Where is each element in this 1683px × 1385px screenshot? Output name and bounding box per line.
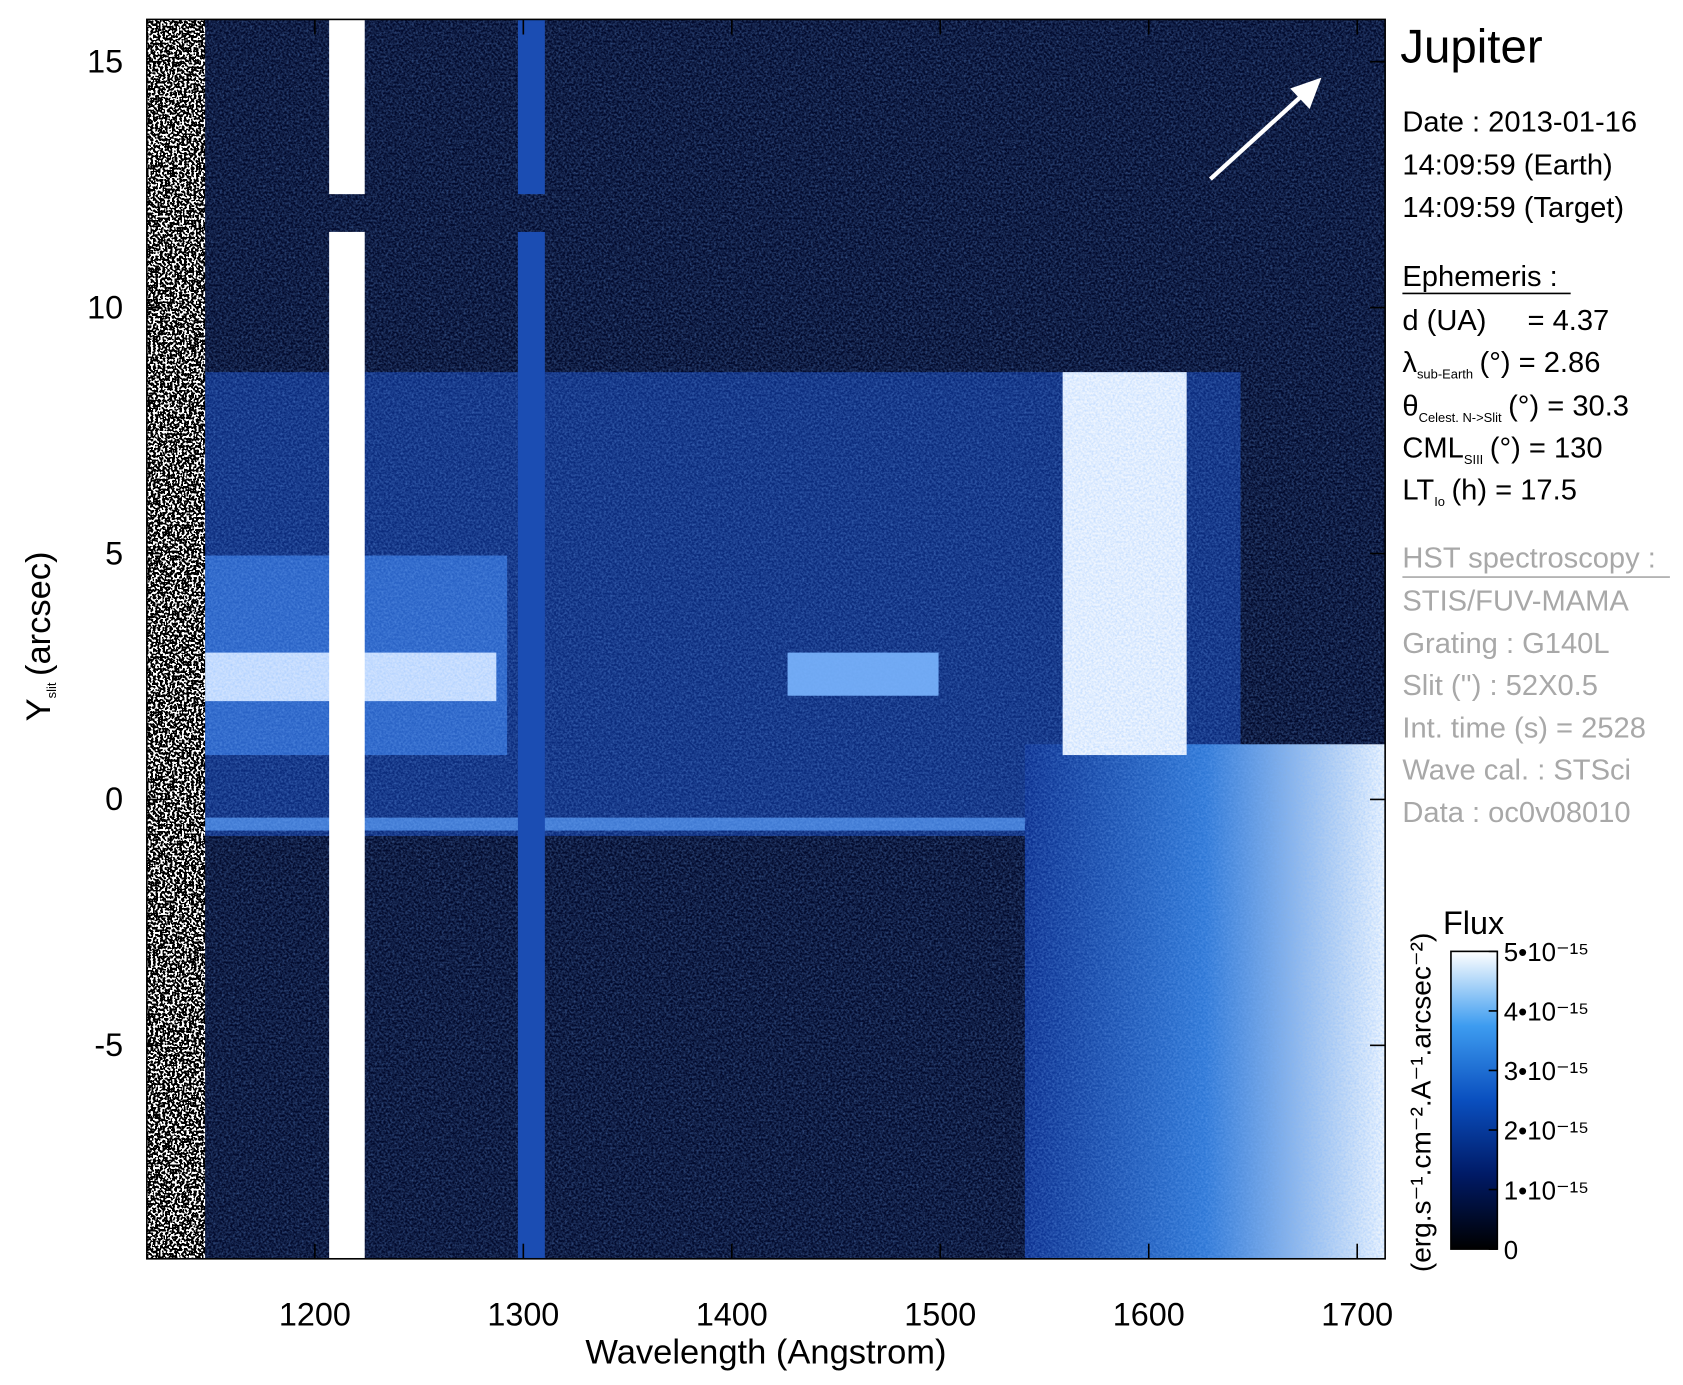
observation-row: Wave cal. : STSci [1402,755,1631,787]
row-label: θ [1402,390,1418,422]
observation-row: Slit ('') : 52X0.5 [1402,670,1598,702]
row-label: λ [1402,347,1417,379]
ephemeris-row: d (UA) = 4.37 [1402,305,1609,337]
row-value: (°) = 2.86 [1480,347,1601,379]
spectral-image [146,19,1386,1259]
observation-row: Int. time (s) = 2528 [1402,712,1646,744]
row-value: = 4.37 [1528,305,1610,337]
x-tick-label: 1300 [487,1297,559,1333]
y-tick-label: -5 [94,1027,123,1063]
colorbar [1450,950,1499,1250]
colorbar-tick-label: 5•10⁻¹⁵ [1504,939,1589,967]
x-tick-label: 1700 [1321,1297,1393,1333]
x-tick-label: 1600 [1113,1297,1185,1333]
plot-frame [146,18,1386,1260]
y-tick-label: 15 [87,43,123,79]
ephemeris-row: LTIo (h) = 17.5 [1402,474,1577,508]
y-axis-label: Yslit (arcsec) [20,551,59,721]
ephemeris-row: θCelest. N->Slit (°) = 30.3 [1402,390,1629,424]
colorbar-tick-label: 3•10⁻¹⁵ [1504,1058,1589,1086]
colorbar-tick-label: 2•10⁻¹⁵ [1504,1118,1589,1146]
row-sub: Celest. N->Slit [1419,410,1502,425]
colorbar-tick-label: 0 [1504,1237,1518,1265]
observation-rows: STIS/FUV-MAMA Grating : G140L Slit ('') : … [1402,586,1646,829]
ephemeris-row: CMLSIII (°) = 130 [1402,432,1602,466]
x-tick-label: 1200 [279,1297,351,1333]
y-label-rest: (arcsec) [20,551,58,676]
row-sub: Io [1434,494,1445,509]
row-value: (°) = 130 [1490,432,1603,464]
y-label-sub: slit [44,682,59,698]
y-tick-label: 0 [105,781,123,817]
observation-title: HST spectroscopy : [1402,542,1655,574]
date: Date : 2013-01-16 [1402,107,1637,139]
x-tick-label: 1400 [696,1297,768,1333]
row-label: LT [1402,474,1434,506]
row-value: (°) = 30.3 [1508,390,1629,422]
observation-row: STIS/FUV-MAMA [1402,586,1629,618]
row-label: d (UA) [1402,305,1486,337]
observation-row: Data : oc0v08010 [1402,797,1630,829]
colorbar-label: (erg.s⁻¹.cm⁻².A⁻¹.arcsec⁻²) [1405,933,1436,1273]
y-tick-label: 5 [105,535,123,571]
row-label: CML [1402,432,1463,464]
colorbar-tick-label: 4•10⁻¹⁵ [1504,999,1589,1027]
x-tick-label: 1500 [904,1297,976,1333]
observation-row: Grating : G140L [1402,628,1609,660]
time-earth: 14:09:59 (Earth) [1402,150,1612,182]
row-sub: sub-Earth [1417,367,1473,382]
target-name: Jupiter [1400,21,1543,74]
row-value: (h) = 17.5 [1451,474,1576,506]
y-label-main: Y [20,698,58,721]
x-axis-label: Wavelength (Angstrom) [585,1333,946,1371]
time-target: 14:09:59 (Target) [1402,192,1624,224]
row-sub: SIII [1464,452,1483,467]
colorbar-tick-label: 1•10⁻¹⁵ [1504,1177,1589,1205]
ephemeris-row: λsub-Earth (°) = 2.86 [1402,347,1600,381]
y-tick-label: 10 [87,289,123,325]
ephemeris-title: Ephemeris : [1402,261,1557,293]
info-panel: Jupiter Date : 2013-01-16 14:09:59 (Eart… [1400,21,1670,829]
colorbar-title: Flux [1443,905,1504,941]
